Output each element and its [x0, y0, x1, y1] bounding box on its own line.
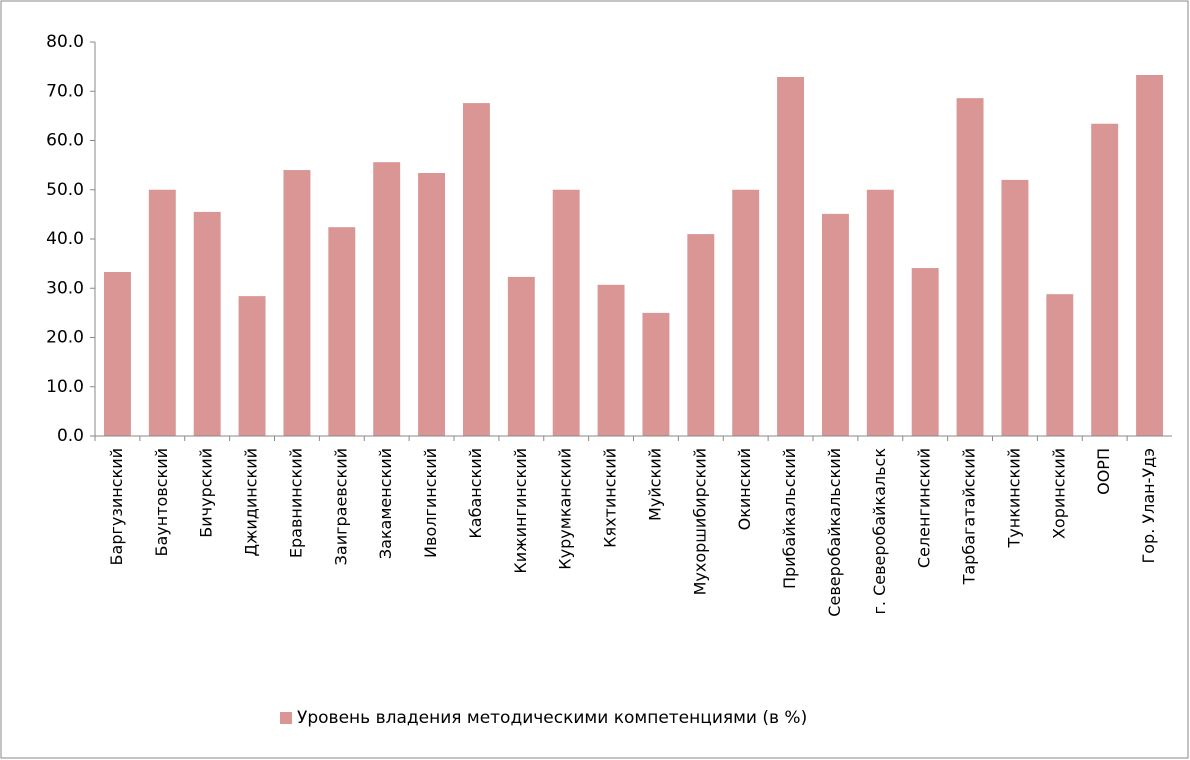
x-tick-label: Закаменский [376, 448, 395, 559]
x-tick-label: Еравнинский [286, 448, 305, 558]
bar [1001, 179, 1029, 436]
bar [777, 76, 805, 436]
legend-label: Уровень владения методическими компетенц… [297, 708, 807, 728]
x-tick-label: Тункинский [1004, 448, 1023, 548]
y-tick-label: 0.0 [57, 426, 84, 446]
bar [148, 189, 176, 436]
bar [238, 296, 266, 436]
y-tick-label: 50.0 [46, 180, 84, 200]
bar [911, 268, 939, 436]
x-tick-label: Селенгинский [915, 448, 934, 568]
x-tick-label: Мухоршибирский [690, 448, 709, 595]
y-tick-label: 20.0 [46, 328, 84, 348]
x-tick-label: Прибайкальский [780, 448, 799, 589]
x-tick-label: Курумканский [556, 448, 575, 570]
bar [866, 189, 894, 436]
y-tick-label: 10.0 [46, 377, 84, 397]
bar [597, 284, 625, 436]
x-tick-label: ООРП [1094, 448, 1113, 495]
x-tick-label: Баргузинский [107, 448, 126, 565]
x-tick-label: Бичурский [197, 448, 216, 538]
x-tick-label: Тарбагатайский [960, 448, 979, 585]
bar [687, 234, 715, 436]
x-tick-label: Окинский [735, 448, 754, 530]
x-tick-label: г. Северобайкальск [870, 448, 889, 615]
x-tick-label: Северобайкальский [825, 448, 844, 617]
bar [193, 211, 221, 436]
x-tick-label: Иволгинский [421, 448, 440, 558]
x-tick-label: Баунтовский [152, 448, 171, 557]
bar [821, 213, 849, 436]
bar [642, 312, 670, 436]
x-tick-label: Муйский [645, 448, 664, 521]
bar [418, 173, 446, 436]
bar [373, 162, 401, 437]
bar [103, 271, 131, 436]
legend-swatch [280, 712, 292, 724]
x-tick-label: Гор. Улан-Удэ [1139, 448, 1158, 563]
bar [552, 189, 580, 436]
y-tick-label: 70.0 [46, 81, 84, 101]
y-tick-label: 60.0 [46, 131, 84, 151]
bar [956, 98, 984, 437]
y-tick-label: 30.0 [46, 278, 84, 298]
y-tick-label: 80.0 [46, 32, 84, 52]
bar [1091, 123, 1119, 436]
bar [1136, 74, 1164, 436]
bar [462, 103, 490, 436]
x-tick-label: Джидинский [242, 448, 261, 557]
bar [283, 170, 311, 437]
bar [328, 227, 356, 436]
x-tick-label: Кижингинский [511, 448, 530, 574]
bar [1046, 294, 1074, 436]
bar [507, 276, 535, 436]
x-tick-label: Кабанский [466, 448, 485, 539]
x-tick-label: Хоринский [1049, 448, 1068, 539]
bar [732, 189, 760, 436]
x-tick-label: Кяхтинский [601, 448, 620, 548]
y-tick-label: 40.0 [46, 229, 84, 249]
x-tick-label: Заиграевский [331, 448, 350, 565]
